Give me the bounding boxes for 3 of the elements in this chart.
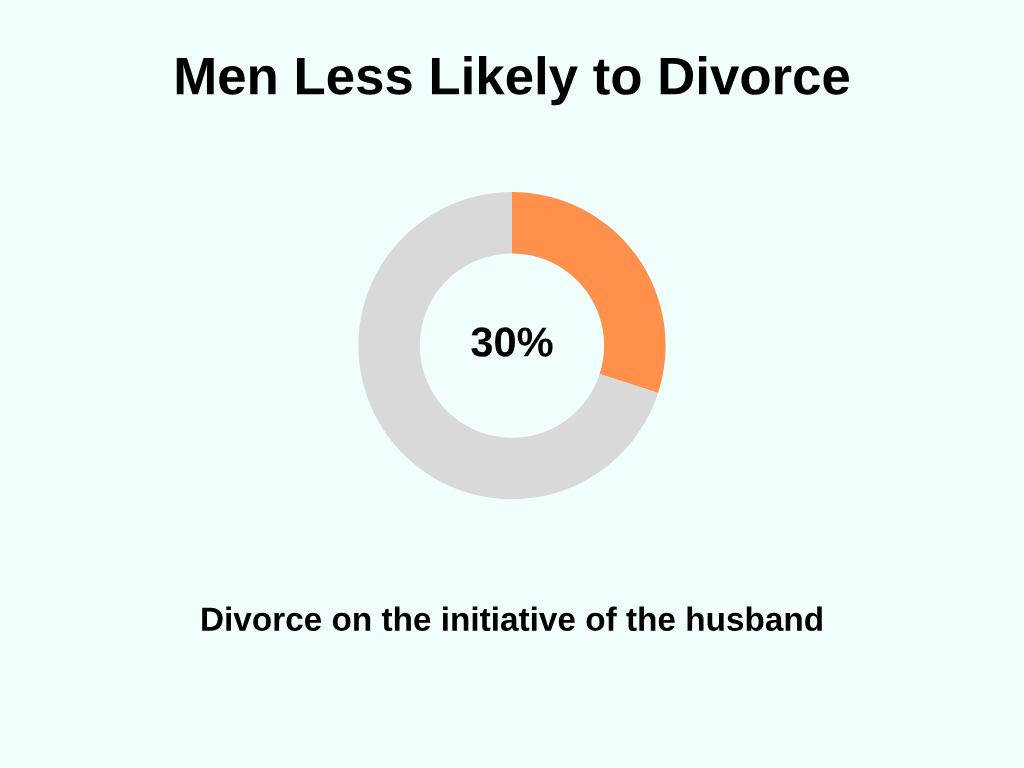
text: Divorce on the initiative of the husband [202,606,822,632]
data-label: 30% [471,327,553,357]
chart-title: Men Less Likely to Divorce [176,56,849,106]
